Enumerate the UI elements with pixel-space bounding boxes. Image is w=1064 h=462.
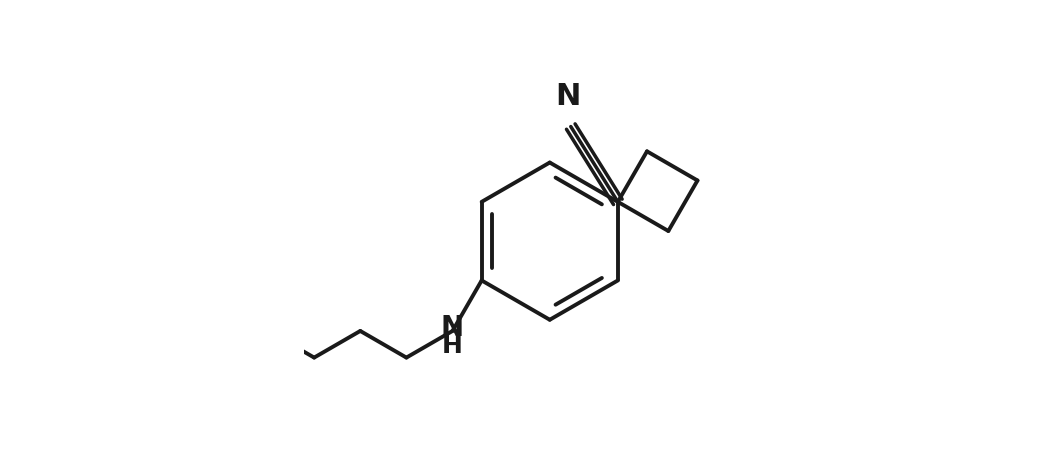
Text: H: H bbox=[442, 334, 463, 358]
Text: N: N bbox=[440, 315, 464, 342]
Text: N: N bbox=[555, 82, 581, 111]
